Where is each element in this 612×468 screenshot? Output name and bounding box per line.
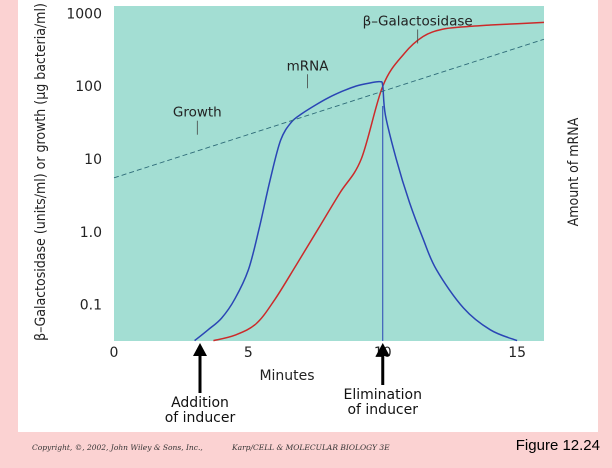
series-line-growth [113,38,545,179]
y2-axis-label: Amount of mRNA [566,117,582,226]
annotation-label: Growth [173,105,222,121]
plot-area [114,6,544,341]
addition-label: Addition [171,395,229,411]
footer-book: Karp/CELL & MOLECULAR BIOLOGY 3E [232,443,390,452]
footer-figure-number: Figure 12.24 [515,437,600,454]
y-tick-label: 1.0 [80,225,102,241]
elimination-arrow-head [375,343,390,356]
y-tick-label: 10 [84,152,102,168]
x-tick-label: 0 [110,345,119,361]
x-tick-label: 15 [508,345,526,361]
footer-copyright: Copyright, ©, 2002, John Wiley & Sons, I… [32,443,203,452]
addition-label: of inducer [165,410,236,426]
annotation-label: β–Galactosidase [363,13,473,29]
annotation-label: mRNA [287,58,330,74]
elimination-label: of inducer [347,402,418,418]
addition-arrow-head [193,343,207,356]
elimination-label: Elimination [344,387,422,403]
y-tick-label: 1000 [66,6,102,22]
y-axis-label: β–Galactosidase (units/ml) or growth (µg… [33,3,49,341]
series-line-mrna [194,80,518,342]
y-tick-label: 0.1 [80,298,102,314]
x-axis-label: Minutes [259,368,314,384]
x-tick-label: 5 [244,345,253,361]
y-tick-label: 100 [75,79,102,95]
series-line-galactosidase [213,21,545,342]
